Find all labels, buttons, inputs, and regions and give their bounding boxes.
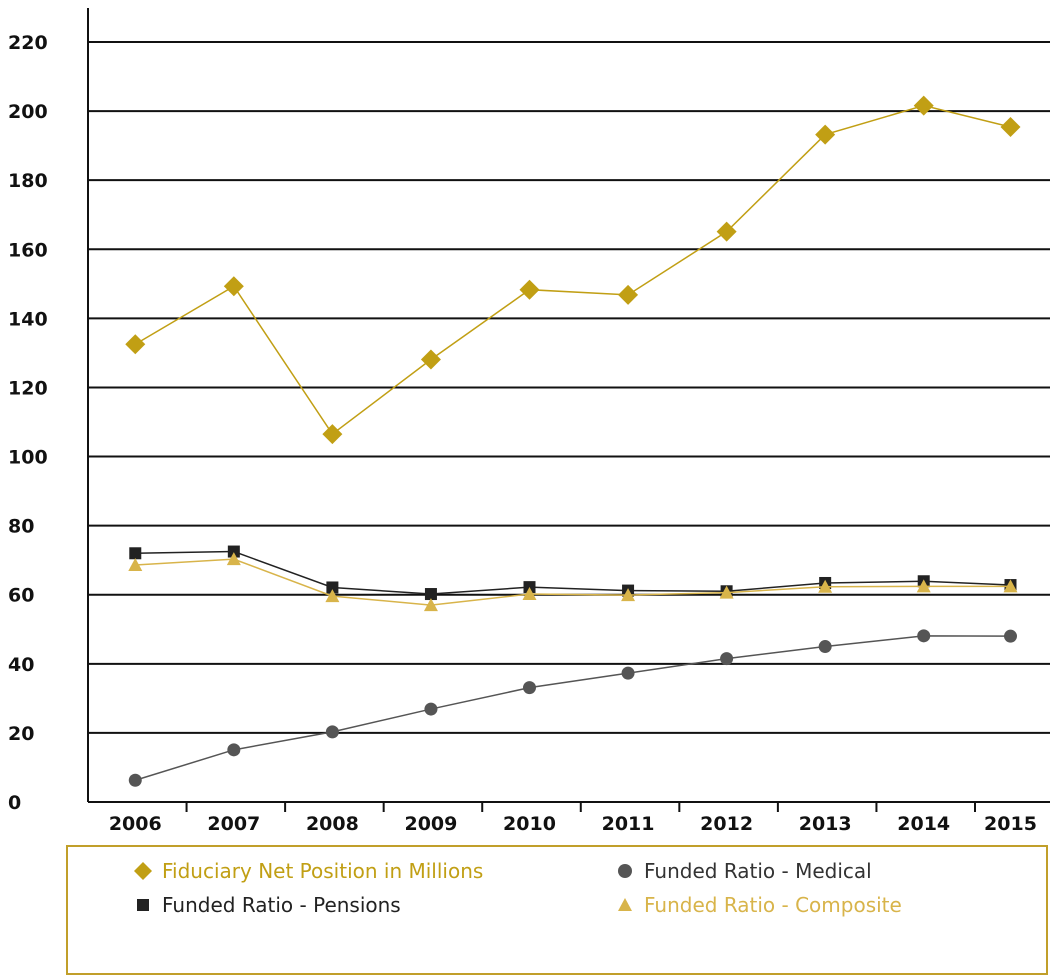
data-point-triangle-2006 [128, 558, 143, 572]
data-point-circle-2009 [424, 702, 438, 716]
data-point-circle-2013 [818, 640, 832, 654]
legend-item-pensions: Funded Ratio - Pensions [132, 893, 401, 917]
x-tick-label-2009: 2009 [404, 813, 457, 835]
data-point-triangle-2012 [719, 585, 734, 599]
data-point-diamond-2011 [618, 284, 639, 305]
data-point-triangle-2013 [818, 579, 833, 593]
circle-icon [618, 864, 632, 878]
data-point-triangle-2015 [1003, 579, 1018, 593]
series-line-circle [135, 635, 1011, 781]
y-tick-label-0: 0 [8, 792, 21, 814]
x-tick-label-2014: 2014 [897, 813, 950, 835]
y-tick-label-120: 120 [8, 377, 48, 399]
y-tick-label-180: 180 [8, 170, 48, 192]
y-tick-label-80: 80 [8, 516, 34, 538]
legend-item-medical: Funded Ratio - Medical [614, 859, 872, 883]
y-tick-label-200: 200 [8, 101, 48, 123]
data-point-triangle-2014 [916, 579, 931, 593]
triangle-icon [618, 898, 632, 911]
y-tick-label-20: 20 [8, 723, 34, 745]
data-point-square-2006 [129, 547, 142, 560]
data-point-diamond-2007 [223, 276, 244, 297]
data-point-diamond-2006 [125, 334, 146, 355]
x-tick-label-2015: 2015 [984, 813, 1037, 835]
data-point-square-2009 [424, 588, 437, 601]
x-tick-label-2013: 2013 [799, 813, 852, 835]
y-tick-label-40: 40 [8, 654, 34, 676]
data-point-triangle-2009 [423, 598, 438, 612]
data-point-circle-2015 [1004, 629, 1017, 643]
legend-item-composite: Funded Ratio - Composite [614, 893, 902, 917]
x-tick-label-2011: 2011 [602, 813, 655, 835]
data-point-diamond-2009 [420, 349, 441, 370]
x-tick-label-2012: 2012 [700, 813, 753, 835]
data-point-triangle-2008 [325, 589, 340, 603]
data-point-diamond-2015 [1000, 116, 1021, 137]
data-point-triangle-2010 [522, 587, 537, 601]
y-tick-label-140: 140 [8, 308, 48, 330]
x-tick-label-2008: 2008 [306, 813, 359, 835]
legend-label-fiduciary: Fiduciary Net Position in Millions [162, 859, 484, 883]
data-point-circle-2012 [720, 652, 734, 666]
y-tick-label-60: 60 [8, 585, 34, 607]
legend-label-medical: Funded Ratio - Medical [644, 859, 872, 883]
legend-label-pensions: Funded Ratio - Pensions [162, 893, 401, 917]
series-line-diamond [134, 104, 1011, 436]
y-tick-label-220: 220 [8, 32, 48, 54]
legend-item-fiduciary: Fiduciary Net Position in Millions [132, 859, 483, 883]
data-point-square-2007 [227, 545, 240, 558]
data-point-circle-2010 [523, 681, 536, 695]
series-line-square [135, 550, 1011, 595]
x-tick-label-2007: 2007 [207, 813, 260, 835]
diamond-icon [134, 862, 152, 880]
data-point-square-2008 [326, 581, 339, 594]
data-point-diamond-2008 [322, 424, 343, 445]
line-chart: 0 20 40 60 80 100 120 140 160 180 200 220 2006 2007 20… [8, 8, 1050, 835]
data-point-circle-2011 [621, 666, 635, 680]
y-tick-label-100: 100 [8, 447, 48, 469]
data-point-diamond-2014 [913, 95, 934, 116]
data-point-diamond-2012 [716, 221, 737, 242]
data-point-circle-2014 [917, 629, 931, 643]
y-tick-label-160: 160 [8, 239, 48, 261]
square-icon [137, 899, 149, 911]
legend-label-composite: Funded Ratio - Composite [644, 893, 902, 917]
data-point-diamond-2013 [815, 124, 836, 145]
data-point-triangle-2007 [226, 552, 241, 566]
legend: Fiduciary Net Position in Millions Funde… [66, 845, 1048, 975]
series-line-triangle [135, 558, 1011, 606]
x-tick-label-2006: 2006 [109, 813, 162, 835]
data-point-circle-2008 [325, 725, 339, 739]
data-point-diamond-2010 [519, 279, 540, 300]
data-point-triangle-2011 [621, 588, 636, 602]
x-tick-label-2010: 2010 [503, 813, 556, 835]
data-point-circle-2006 [128, 773, 142, 787]
data-point-circle-2007 [227, 743, 241, 757]
